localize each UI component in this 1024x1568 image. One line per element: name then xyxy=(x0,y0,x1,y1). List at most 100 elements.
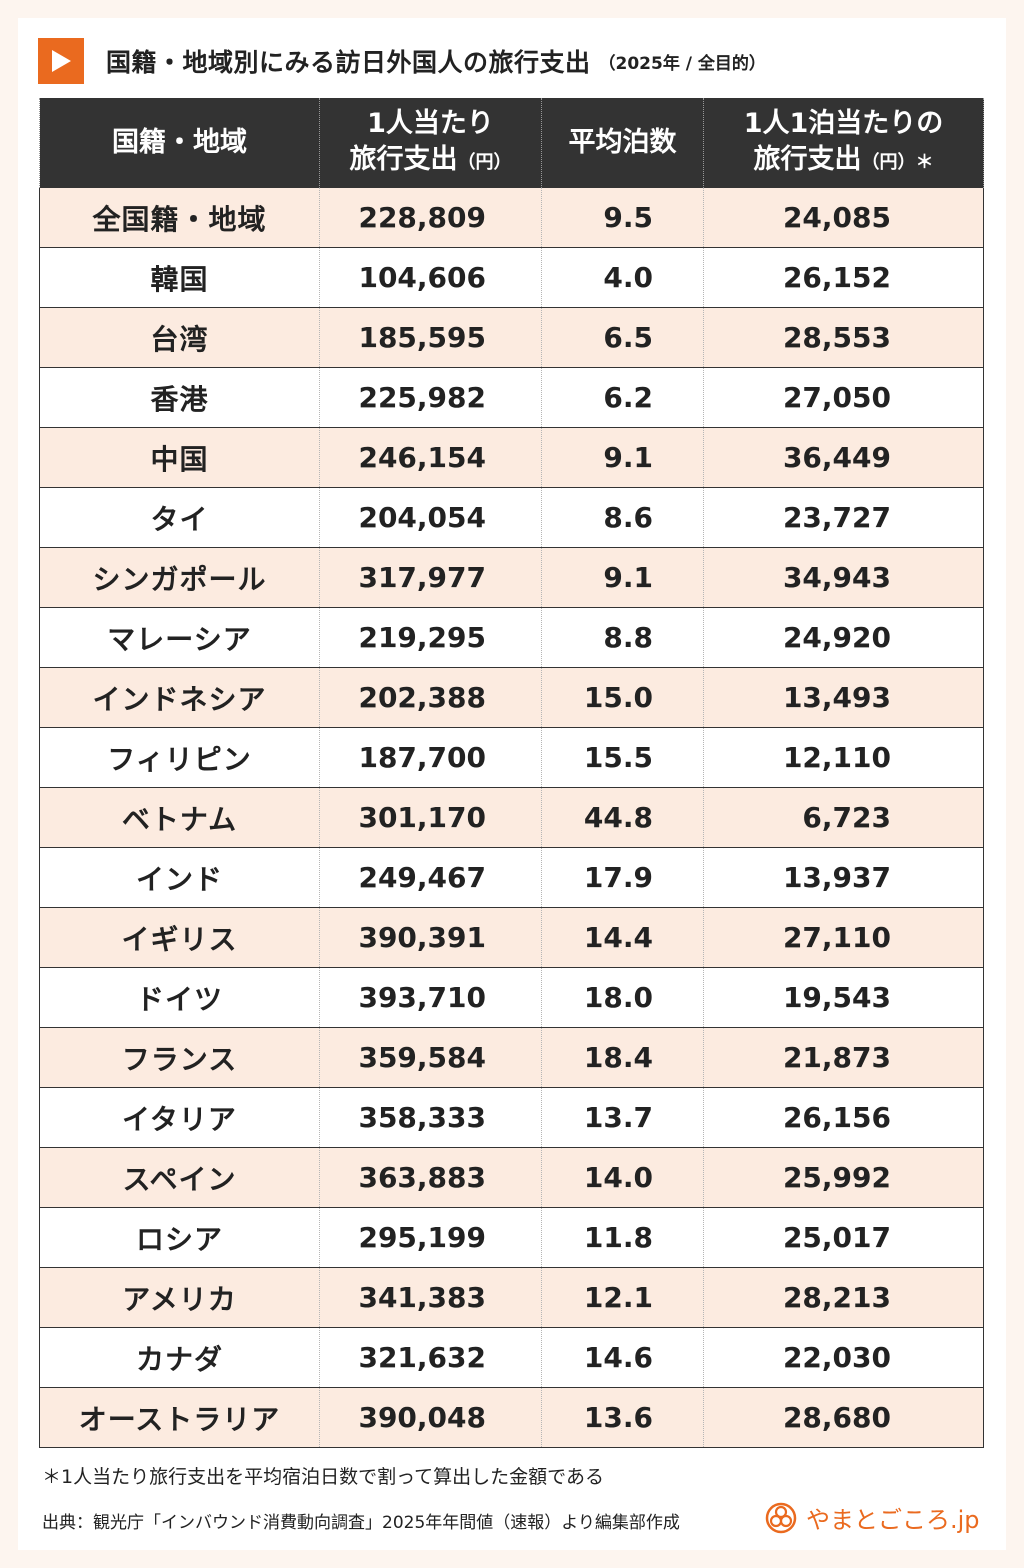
cell-spend: 295,199 xyxy=(319,1207,542,1268)
cell-nights: 44.8 xyxy=(541,787,704,848)
cell-region: インドネシア xyxy=(39,667,320,728)
cell-region: 全国籍・地域 xyxy=(39,188,320,248)
cell-per-night: 28,213 xyxy=(703,1267,984,1328)
cell-spend: 228,809 xyxy=(319,188,542,248)
cell-spend: 358,333 xyxy=(319,1087,542,1148)
cell-region: フィリピン xyxy=(39,727,320,788)
cell-spend: 341,383 xyxy=(319,1267,542,1328)
footnote: ＊1人当たり旅行支出を平均宿泊日数で割って算出した金額である xyxy=(42,1466,604,1488)
cell-region: スペイン xyxy=(39,1147,320,1208)
table-row: インドネシア 202,388 15.0 13,493 xyxy=(39,667,984,728)
cell-spend: 204,054 xyxy=(319,487,542,548)
col-header-region-label: 国籍・地域 xyxy=(112,127,247,158)
page-subtitle: （2025年 / 全目的） xyxy=(598,53,766,74)
cell-region: アメリカ xyxy=(39,1267,320,1328)
cell-per-night: 28,553 xyxy=(703,307,984,368)
cell-nights: 6.2 xyxy=(541,367,704,428)
col-header-spend-line1: 1人当たり xyxy=(367,107,494,139)
cell-nights: 18.0 xyxy=(541,967,704,1028)
cell-region: ベトナム xyxy=(39,787,320,848)
cell-per-night: 36,449 xyxy=(703,427,984,488)
cell-nights: 6.5 xyxy=(541,307,704,368)
cell-spend: 321,632 xyxy=(319,1327,542,1388)
cell-per-night: 13,937 xyxy=(703,847,984,908)
table-row: ドイツ 393,710 18.0 19,543 xyxy=(39,967,984,1028)
cell-spend: 104,606 xyxy=(319,247,542,308)
cell-region: イタリア xyxy=(39,1087,320,1148)
cell-spend: 363,883 xyxy=(319,1147,542,1208)
table-row: フランス 359,584 18.4 21,873 xyxy=(39,1027,984,1088)
cell-spend: 202,388 xyxy=(319,667,542,728)
cell-region: マレーシア xyxy=(39,607,320,668)
table-row: アメリカ 341,383 12.1 28,213 xyxy=(39,1267,984,1328)
col-header-per-night-line1: 1人1泊当たりの xyxy=(743,107,944,139)
cell-per-night: 13,493 xyxy=(703,667,984,728)
table-row: フィリピン 187,700 15.5 12,110 xyxy=(39,727,984,788)
cell-per-night: 26,152 xyxy=(703,247,984,308)
cell-per-night: 28,680 xyxy=(703,1387,984,1448)
cell-spend: 301,170 xyxy=(319,787,542,848)
cell-per-night: 19,543 xyxy=(703,967,984,1028)
cell-nights: 14.6 xyxy=(541,1327,704,1388)
table-row: シンガポール 317,977 9.1 34,943 xyxy=(39,547,984,608)
cell-region: 中国 xyxy=(39,427,320,488)
table-row: タイ 204,054 8.6 23,727 xyxy=(39,487,984,548)
cell-spend: 185,595 xyxy=(319,307,542,368)
cell-per-night: 34,943 xyxy=(703,547,984,608)
cell-per-night: 27,050 xyxy=(703,367,984,428)
table-row: 香港 225,982 6.2 27,050 xyxy=(39,367,984,428)
table-row: オーストラリア 390,048 13.6 28,680 xyxy=(39,1387,984,1448)
cell-spend: 317,977 xyxy=(319,547,542,608)
cell-nights: 14.4 xyxy=(541,907,704,968)
col-header-spend-unit: （円） xyxy=(457,151,512,173)
source-citation: 出典：観光庁「インバウンド消費動向調査」2025年年間値（速報）より編集部作成 xyxy=(42,1513,680,1533)
table-row: マレーシア 219,295 8.8 24,920 xyxy=(39,607,984,668)
cell-region: カナダ xyxy=(39,1327,320,1388)
table-row: 台湾 185,595 6.5 28,553 xyxy=(39,307,984,368)
page-title: 国籍・地域別にみる訪日外国人の旅行支出 xyxy=(106,48,591,77)
col-header-per-night-line2: 旅行支出 xyxy=(753,143,862,175)
cell-nights: 9.5 xyxy=(541,188,704,248)
col-header-per-night: 1人1泊当たりの 旅行支出（円）＊ xyxy=(703,98,984,188)
yamatogokoro-logo-icon xyxy=(765,1502,797,1533)
page-header: 国籍・地域別にみる訪日外国人の旅行支出 （2025年 / 全目的） xyxy=(38,38,994,84)
table-row: 韓国 104,606 4.0 26,152 xyxy=(39,247,984,308)
table-body: 全国籍・地域 228,809 9.5 24,085 韓国 104,606 4.0 26,152… xyxy=(39,188,984,1448)
cell-nights: 8.6 xyxy=(541,487,704,548)
table-row: 中国 246,154 9.1 36,449 xyxy=(39,427,984,488)
cell-nights: 11.8 xyxy=(541,1207,704,1268)
cell-region: 台湾 xyxy=(39,307,320,368)
cell-per-night: 23,727 xyxy=(703,487,984,548)
cell-spend: 225,982 xyxy=(319,367,542,428)
brand-logo: やまとごころ.jp xyxy=(764,1500,980,1535)
table-row: 全国籍・地域 228,809 9.5 24,085 xyxy=(39,188,984,248)
cell-nights: 13.6 xyxy=(541,1387,704,1448)
play-icon xyxy=(38,38,84,84)
cell-region: フランス xyxy=(39,1027,320,1088)
cell-spend: 393,710 xyxy=(319,967,542,1028)
cell-nights: 17.9 xyxy=(541,847,704,908)
cell-per-night: 6,723 xyxy=(703,787,984,848)
cell-spend: 390,391 xyxy=(319,907,542,968)
cell-spend: 359,584 xyxy=(319,1027,542,1088)
cell-region: 香港 xyxy=(39,367,320,428)
cell-nights: 4.0 xyxy=(541,247,704,308)
cell-nights: 15.0 xyxy=(541,667,704,728)
table-row: カナダ 321,632 14.6 22,030 xyxy=(39,1327,984,1388)
cell-spend: 249,467 xyxy=(319,847,542,908)
table-row: ロシア 295,199 11.8 25,017 xyxy=(39,1207,984,1268)
col-header-per-night-unit: （円）＊ xyxy=(861,151,934,173)
cell-spend: 187,700 xyxy=(319,727,542,788)
cell-nights: 15.5 xyxy=(541,727,704,788)
cell-nights: 13.7 xyxy=(541,1087,704,1148)
col-header-region: 国籍・地域 xyxy=(39,98,320,188)
cell-per-night: 22,030 xyxy=(703,1327,984,1388)
cell-per-night: 26,156 xyxy=(703,1087,984,1148)
cell-nights: 12.1 xyxy=(541,1267,704,1328)
col-header-spend-line2: 旅行支出 xyxy=(349,143,458,175)
cell-spend: 219,295 xyxy=(319,607,542,668)
cell-region: インド xyxy=(39,847,320,908)
table-header-row: 国籍・地域 1人当たり 旅行支出（円） 平均泊数 1人1泊当たりの 旅行支出（円… xyxy=(39,98,984,188)
cell-region: シンガポール xyxy=(39,547,320,608)
cell-region: タイ xyxy=(39,487,320,548)
